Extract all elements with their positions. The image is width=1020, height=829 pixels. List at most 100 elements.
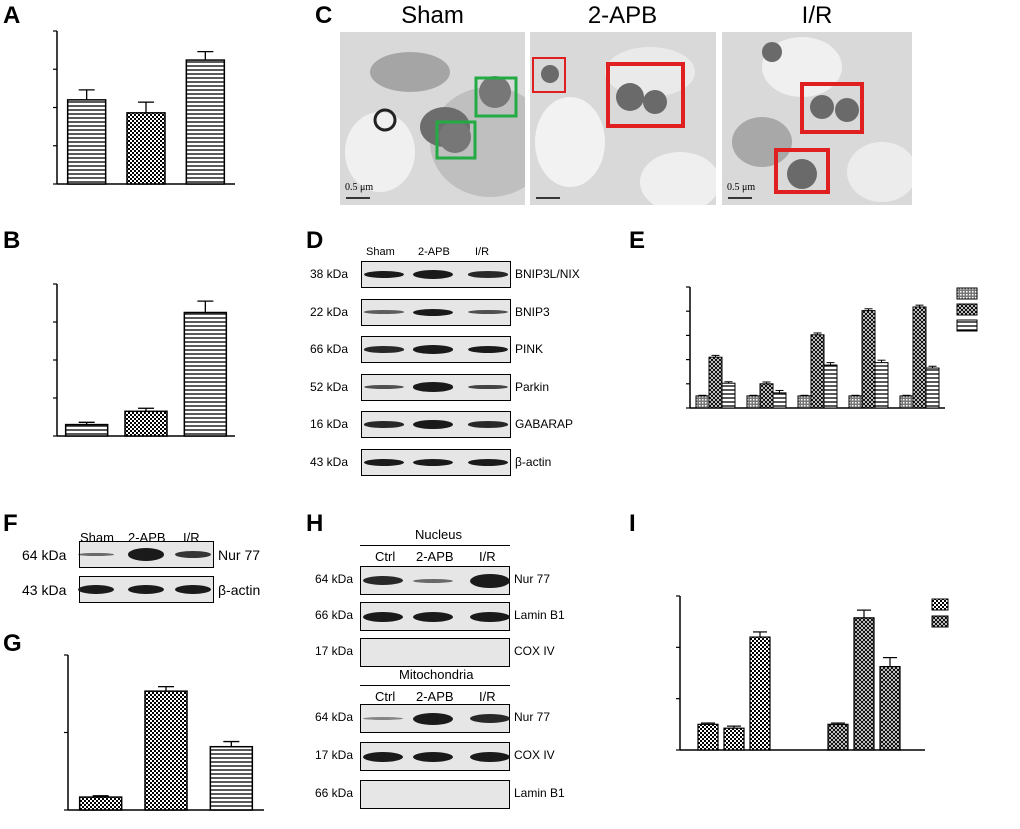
bar xyxy=(209,745,254,811)
protein-label: Lamin B1 xyxy=(514,608,565,622)
protein-label: GABARAP xyxy=(515,417,574,431)
protein-band xyxy=(468,384,508,390)
blot-strip xyxy=(361,336,511,363)
panel-label-e: E xyxy=(629,227,646,254)
protein-label: COX IV xyxy=(514,644,555,658)
protein-label: BNIP3L/NIX xyxy=(515,267,580,281)
em-title-sham: Sham xyxy=(401,2,464,29)
kda-label: 43 kDa xyxy=(310,454,349,469)
h-lane-ir: I/R xyxy=(479,549,496,564)
protein-band xyxy=(413,611,453,622)
kda-label: 22 kDa xyxy=(310,304,349,319)
d-lane-ir: I/R xyxy=(475,246,490,258)
blot-strip xyxy=(361,298,511,326)
protein-band xyxy=(363,576,403,585)
protein-label: β-actin xyxy=(218,582,261,598)
protein-band xyxy=(364,310,404,314)
kda-label: 64 kDa xyxy=(315,710,354,724)
h-nucleus-title: Nucleus xyxy=(415,527,462,542)
kda-label: 17 kDa xyxy=(315,644,354,658)
protein-band xyxy=(413,382,453,392)
protein-band xyxy=(364,346,404,353)
protein-band xyxy=(470,751,510,762)
h-mito-rule xyxy=(360,685,510,686)
legend-swatch xyxy=(956,287,978,300)
protein-band xyxy=(413,419,453,430)
kda-label: 43 kDa xyxy=(22,582,67,598)
bar xyxy=(124,410,168,437)
em-image-sham: 0.5 μm xyxy=(340,32,525,205)
panel-label-d: D xyxy=(306,227,324,254)
protein-label: BNIP3 xyxy=(515,304,550,319)
scale-bar-label: 0.5 μm xyxy=(345,182,374,193)
panel-label-f: F xyxy=(3,510,18,537)
protein-band xyxy=(413,578,453,583)
protein-band xyxy=(468,271,508,278)
h-nucleus-rule xyxy=(360,545,510,546)
protein-band xyxy=(78,585,114,594)
panel-label-b: B xyxy=(3,227,21,254)
panel-label-h: H xyxy=(306,510,324,537)
em-title-ir: I/R xyxy=(801,2,833,29)
protein-band xyxy=(413,345,453,354)
blot-strip xyxy=(361,373,511,401)
protein-band xyxy=(364,458,404,466)
protein-band xyxy=(468,309,508,315)
protein-band xyxy=(363,751,403,762)
protein-band xyxy=(128,585,164,594)
protein-band xyxy=(364,271,404,278)
protein-band xyxy=(470,611,510,622)
kda-label: 16 kDa xyxy=(310,417,349,431)
blot-strip xyxy=(360,704,510,733)
protein-band xyxy=(364,384,404,390)
bar xyxy=(144,690,188,811)
bar xyxy=(749,636,771,751)
protein-band xyxy=(413,712,453,725)
protein-label: Parkin xyxy=(515,379,550,394)
em-title-2apb: 2-APB xyxy=(587,2,658,29)
kda-label: 52 kDa xyxy=(310,379,349,394)
d-lane-2apb: 2-APB xyxy=(418,246,450,258)
legend-swatch xyxy=(956,303,978,316)
bar xyxy=(827,723,849,751)
protein-band xyxy=(470,573,510,588)
protein-band xyxy=(363,611,403,622)
protein-band xyxy=(468,421,508,428)
h-lane-ctrl: Ctrl xyxy=(375,549,396,564)
protein-band xyxy=(413,308,453,316)
legend-swatch xyxy=(931,615,949,628)
bar xyxy=(723,727,745,751)
protein-label: Lamin B1 xyxy=(514,786,565,800)
blot-strip xyxy=(360,602,510,631)
protein-band xyxy=(364,421,404,428)
protein-band xyxy=(175,585,211,594)
kda-label: 38 kDa xyxy=(310,267,349,281)
protein-label: Nur 77 xyxy=(218,547,261,563)
bar xyxy=(697,723,719,751)
d-lane-sham: Sham xyxy=(366,246,395,258)
blot-strip xyxy=(361,411,511,438)
legend-swatch xyxy=(931,598,949,611)
chart-a xyxy=(53,30,235,185)
protein-band xyxy=(413,458,453,466)
protein-label: Nur 77 xyxy=(514,710,551,724)
kda-label: 64 kDa xyxy=(22,547,67,563)
kda-label: 66 kDa xyxy=(315,786,354,800)
protein-label: β-actin xyxy=(515,454,552,469)
panel-label-i: I xyxy=(629,510,636,537)
blot-strip xyxy=(78,541,214,568)
protein-band xyxy=(363,717,403,720)
kda-label: 17 kDa xyxy=(315,748,354,762)
h-mito-lane-2apb: 2-APB xyxy=(416,689,454,704)
panel-label-c: C xyxy=(315,2,333,29)
panel-label-g: G xyxy=(3,630,22,657)
protein-label: Nur 77 xyxy=(514,572,551,586)
protein-label: PINK xyxy=(515,342,544,356)
legend-swatch xyxy=(956,319,978,332)
blot-strip xyxy=(360,638,510,667)
bar xyxy=(185,59,226,185)
kda-label: 64 kDa xyxy=(315,572,354,586)
em-image-ir: 0.5 μm xyxy=(722,32,912,205)
chart-e xyxy=(686,286,978,409)
